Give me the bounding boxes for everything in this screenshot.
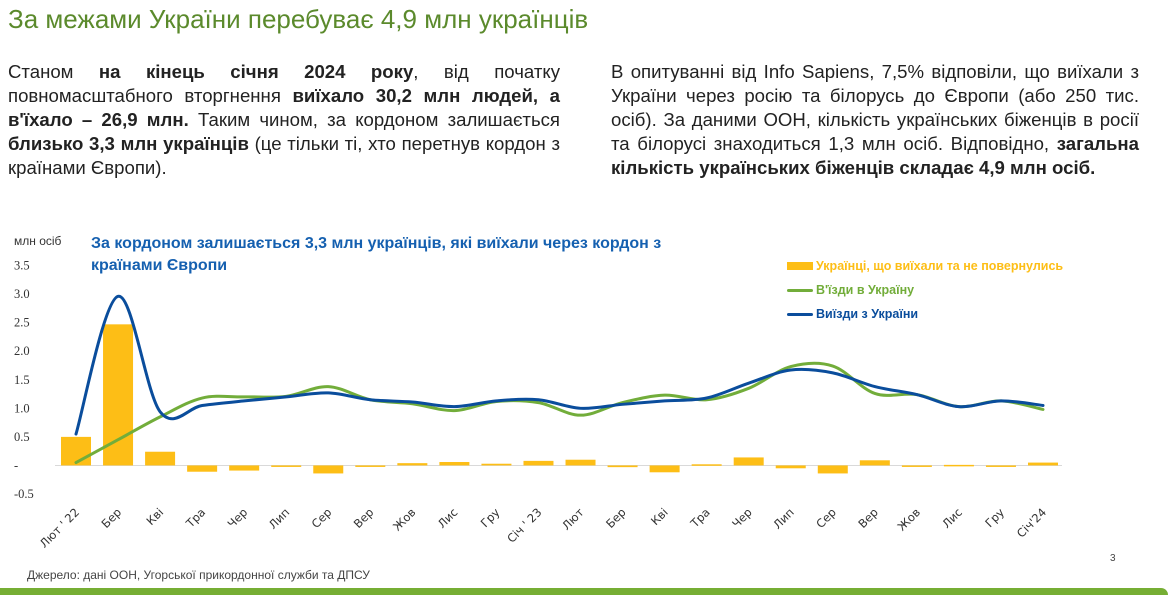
bar <box>103 324 134 466</box>
y-axis-unit-label: млн осіб <box>14 234 62 248</box>
x-tick-label: Тра <box>183 505 209 531</box>
x-tick-label: Кві <box>648 505 671 528</box>
bar <box>985 465 1016 467</box>
legend-label: В'їзди в Україну <box>816 283 915 297</box>
bar <box>523 460 554 466</box>
bar <box>481 463 512 466</box>
emphasis-text: на кінець січня 2024 року <box>98 61 414 82</box>
bar <box>1028 462 1058 466</box>
summary-paragraph-right: В опитуванні від Info Sapiens, 7,5% відп… <box>611 60 1139 180</box>
legend-item-entries: В'їзди в Україну <box>787 278 1063 302</box>
bar <box>901 465 932 467</box>
x-tick-label: Лис <box>435 505 461 531</box>
x-tick-label: Січ ' 23 <box>504 505 544 545</box>
legend-line-swatch <box>787 312 813 316</box>
legend-label: Виїзди з України <box>816 307 919 321</box>
bar <box>607 465 638 468</box>
bar <box>61 436 91 466</box>
footer-stripe <box>0 588 1168 595</box>
body-text: Станом <box>8 61 99 82</box>
x-tick-label: Бер <box>99 505 125 531</box>
emphasis-text: близько 3,3 млн українців <box>8 133 249 154</box>
bar <box>817 465 848 474</box>
bar <box>439 462 470 466</box>
bar <box>187 465 218 472</box>
y-tick-label: - <box>14 458 18 472</box>
x-tick-label: Січ'24 <box>1014 505 1049 540</box>
summary-paragraph-left: Станом на кінець січня 2024 року, від по… <box>8 60 560 180</box>
body-text: Таким чином, за кордоном залишається <box>188 109 560 130</box>
y-tick-label: 2.0 <box>14 344 30 358</box>
x-tick-label: Лют <box>559 505 587 533</box>
y-tick-label: 1.5 <box>14 373 30 387</box>
y-tick-label: 1.0 <box>14 401 30 415</box>
page-number: 3 <box>1110 553 1116 564</box>
legend-item-exits: Виїзди з України <box>787 302 1063 326</box>
bar <box>733 457 764 466</box>
emphasis-text: виїхало 30,2 млн людей, а в'їхало – 26,9… <box>8 85 560 130</box>
y-tick-label: 3.5 <box>14 259 30 273</box>
emphasis-text: загальна кількість українських біженців … <box>611 133 1139 178</box>
bar <box>355 465 386 467</box>
y-tick-label: 0.5 <box>14 430 30 444</box>
x-tick-label: Лип <box>770 505 797 532</box>
x-tick-label: Лис <box>939 505 965 531</box>
y-tick-label: 2.5 <box>14 316 30 330</box>
x-tick-label: Гру <box>478 505 503 530</box>
y-tick-label: 3.0 <box>14 287 30 301</box>
x-tick-label: Чер <box>729 505 755 531</box>
body-text: , від початку повномасштабного вторгненн… <box>8 61 560 106</box>
source-note: Джерело: дані ООН, Угорської прикордонно… <box>27 568 370 582</box>
bar <box>271 465 302 467</box>
legend-label: Українці, що виїхали та не повернулись <box>816 259 1064 273</box>
chart-legend: Українці, що виїхали та не повернулись В… <box>787 254 1063 326</box>
x-tick-label: Вер <box>351 505 377 531</box>
legend-item-remaining: Українці, що виїхали та не повернулись <box>787 254 1063 278</box>
bar <box>649 465 680 473</box>
bar <box>691 464 722 466</box>
bar <box>565 459 596 466</box>
body-text: (це тільки ті, хто перетнув кордон з кра… <box>8 133 560 178</box>
y-tick-label: -0.5 <box>14 487 34 501</box>
x-tick-label: Кві <box>143 505 166 528</box>
bar <box>859 460 890 466</box>
bar <box>145 451 176 466</box>
x-tick-label: Лип <box>266 505 293 532</box>
x-tick-label: Жов <box>390 505 419 534</box>
bar <box>229 465 260 471</box>
x-tick-label: Бер <box>603 505 629 531</box>
body-text: В опитуванні від Info Sapiens, 7,5% відп… <box>611 61 1139 154</box>
x-tick-label: Гру <box>982 505 1007 530</box>
bar <box>943 464 974 467</box>
x-tick-label: Сер <box>309 505 335 531</box>
x-tick-label: Тра <box>687 505 713 531</box>
bar <box>397 463 428 466</box>
x-tick-label: Жов <box>895 505 924 534</box>
x-tick-label: Чер <box>225 505 251 531</box>
x-tick-label: Вер <box>855 505 881 531</box>
x-tick-label: Сер <box>813 505 839 531</box>
line-exits <box>74 294 1045 436</box>
legend-line-swatch <box>787 288 813 292</box>
legend-bar-swatch <box>787 262 813 270</box>
bar <box>775 465 806 469</box>
bar <box>313 465 344 474</box>
slide-title: За межами України перебуває 4,9 млн укра… <box>8 4 589 34</box>
x-tick-label: Лют ' 22 <box>37 505 82 550</box>
chart-title: За кордоном залишається 3,3 млн українці… <box>91 235 662 274</box>
line-entries <box>74 361 1045 465</box>
